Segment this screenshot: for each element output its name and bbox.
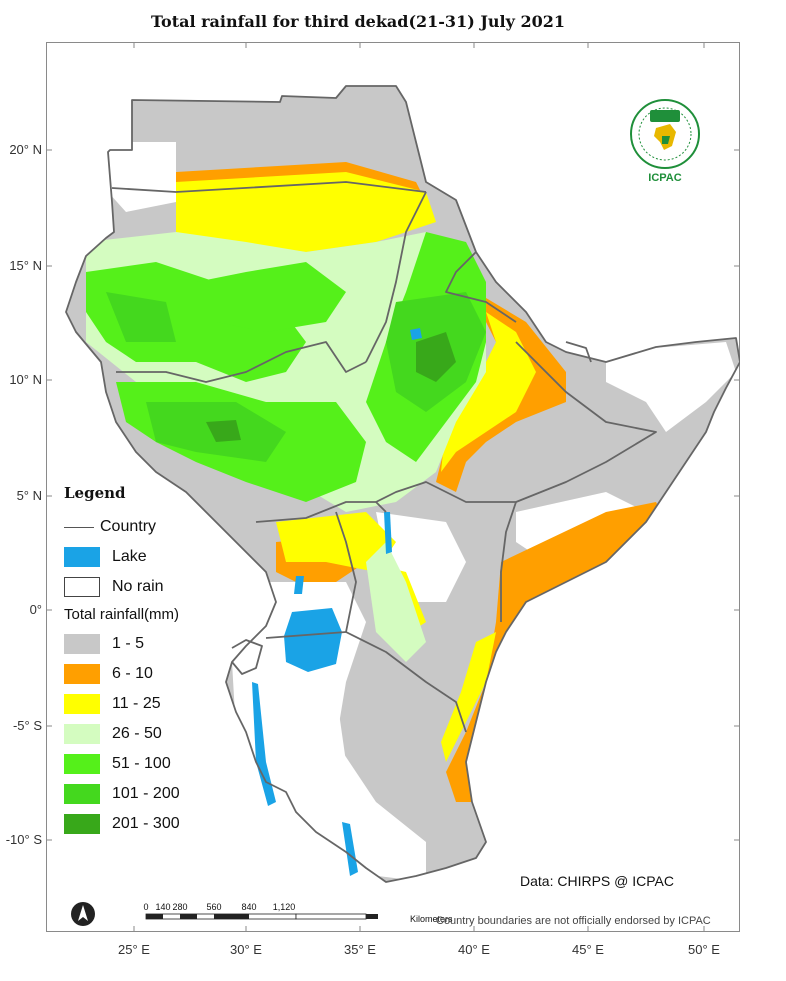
- y-tick-label: 15° N: [9, 258, 42, 273]
- legend-class-row: 51 - 100: [64, 749, 244, 779]
- data-credit: Data: CHIRPS @ ICPAC: [520, 873, 674, 889]
- legend-country-label: Country: [100, 518, 157, 535]
- boundary-disclaimer: Country boundaries are not officially en…: [436, 915, 711, 927]
- scale-tick-label: 1,120: [272, 902, 296, 912]
- lake-tana: [410, 328, 422, 340]
- logo-org-text: ICPAC: [648, 172, 682, 184]
- north-arrow-icon: [71, 902, 95, 926]
- x-tick-label: 25° E: [118, 942, 150, 957]
- legend-class-swatch: [64, 814, 100, 834]
- legend-no-rain: No rain: [64, 572, 244, 602]
- logo-emblem-icon: [630, 99, 700, 169]
- map-title: Total rainfall for third dekad(21-31) Ju…: [150, 12, 566, 31]
- scale-tick-label: 280: [172, 902, 188, 912]
- no-rain-swatch: [64, 577, 100, 597]
- legend-class-label: 201 - 300: [112, 815, 180, 832]
- legend-class-swatch: [64, 724, 100, 744]
- legend-classes: 1 - 5 6 - 10 11 - 25 26 - 50 51 - 100 101 - 2…: [64, 629, 244, 839]
- legend-class-label: 6 - 10: [112, 665, 153, 682]
- lake-victoria: [284, 608, 342, 672]
- legend-lake: Lake: [64, 542, 244, 572]
- rainfall-map: [46, 42, 740, 932]
- country-borders: [65, 85, 740, 883]
- x-tick-label: 35° E: [344, 942, 376, 957]
- legend-class-swatch: [64, 784, 100, 804]
- country-line-icon: [64, 526, 94, 528]
- north-arrow: [70, 901, 96, 927]
- scale-unit: Kilometers: [410, 914, 453, 924]
- y-tick-label: 0°: [29, 602, 42, 617]
- scale-tick-label: 840: [241, 902, 257, 912]
- y-tick-label: -5° S: [12, 718, 42, 733]
- lake-tanganyika: [252, 682, 276, 806]
- legend-class-row: 101 - 200: [64, 779, 244, 809]
- igad-icpac-logo: ICPAC: [626, 96, 704, 188]
- legend-class-label: 101 - 200: [112, 785, 180, 802]
- legend-section-title: Total rainfall(mm): [64, 606, 180, 623]
- legend-class-label: 1 - 5: [112, 635, 145, 652]
- map-legend: Legend Country Lake No rain Total rainfa…: [64, 484, 244, 839]
- scale-tick-label: 560: [206, 902, 222, 912]
- legend-class-swatch: [64, 694, 100, 714]
- legend-class-label: 26 - 50: [112, 725, 162, 742]
- scale-tick-label: 140: [155, 902, 171, 912]
- legend-class-label: 11 - 25: [112, 695, 161, 712]
- legend-class-row: 26 - 50: [64, 719, 244, 749]
- lake-swatch: [64, 547, 100, 567]
- lake-malawi: [342, 822, 358, 876]
- y-tick-label: 5° N: [16, 488, 42, 503]
- legend-class-row: 6 - 10: [64, 659, 244, 689]
- legend-title: Legend: [64, 484, 126, 502]
- x-tick-label: 40° E: [458, 942, 490, 957]
- lakes: [252, 328, 422, 876]
- y-tick-label: 20° N: [9, 142, 42, 157]
- legend-class-row: 1 - 5: [64, 629, 244, 659]
- legend-no-rain-label: No rain: [112, 578, 164, 595]
- frame-ticks: [46, 42, 740, 932]
- legend-class-swatch: [64, 754, 100, 774]
- scale-tick-label: 0: [143, 902, 149, 912]
- x-tick-label: 45° E: [572, 942, 604, 957]
- lake-turkana: [384, 512, 392, 554]
- legend-class-label: 51 - 100: [112, 755, 171, 772]
- y-tick-label: 10° N: [9, 372, 42, 387]
- legend-lake-label: Lake: [112, 548, 147, 565]
- lake-albert: [294, 576, 304, 594]
- y-tick-label: -10° S: [5, 832, 42, 847]
- legend-class-swatch: [64, 664, 100, 684]
- x-tick-label: 30° E: [230, 942, 262, 957]
- scale-bar: 0 140 280 560 840 1,120 Kilometers: [134, 902, 452, 932]
- legend-class-row: 201 - 300: [64, 809, 244, 839]
- x-tick-label: 50° E: [688, 942, 720, 957]
- scale-bar-graphic: [145, 913, 378, 920]
- legend-class-row: 11 - 25: [64, 689, 244, 719]
- legend-country: Country: [64, 512, 244, 542]
- legend-class-swatch: [64, 634, 100, 654]
